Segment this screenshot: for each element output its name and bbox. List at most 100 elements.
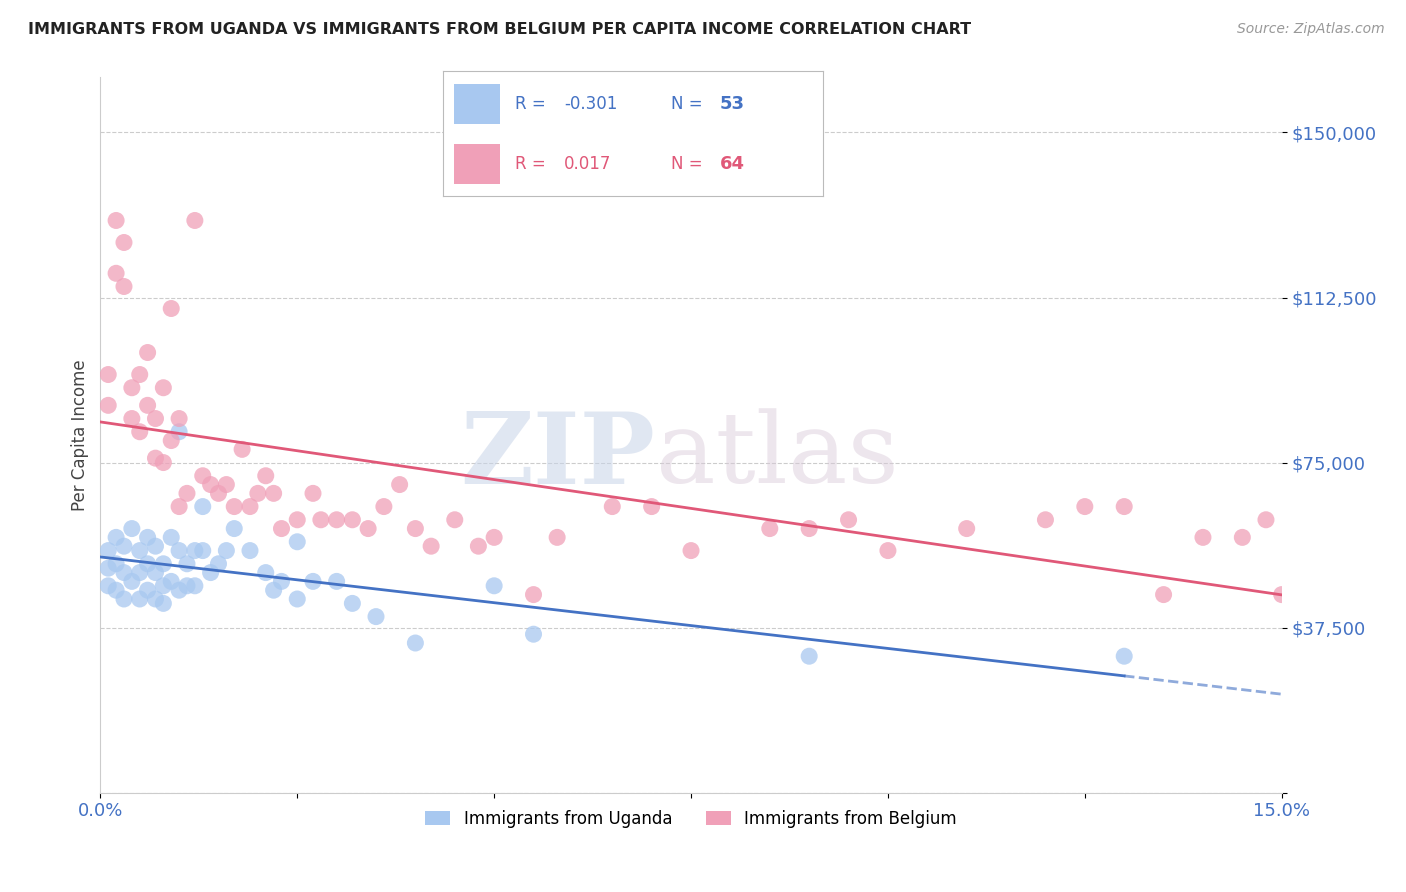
Point bbox=[191, 500, 214, 514]
Point bbox=[184, 543, 207, 558]
Point bbox=[105, 530, 128, 544]
Bar bbox=[454, 144, 501, 184]
Text: R =: R = bbox=[515, 155, 546, 173]
Text: 53: 53 bbox=[720, 95, 745, 112]
Point bbox=[215, 543, 238, 558]
Point bbox=[136, 398, 159, 412]
Point bbox=[270, 574, 292, 589]
Point bbox=[152, 579, 174, 593]
Point bbox=[191, 543, 214, 558]
Point bbox=[373, 500, 395, 514]
Point bbox=[877, 543, 900, 558]
Point bbox=[160, 574, 183, 589]
Point bbox=[128, 368, 150, 382]
Point bbox=[285, 534, 308, 549]
Point bbox=[443, 513, 465, 527]
Point bbox=[285, 513, 308, 527]
Point bbox=[404, 522, 426, 536]
Point bbox=[357, 522, 380, 536]
Text: N =: N = bbox=[671, 95, 702, 112]
Point bbox=[482, 579, 505, 593]
Point bbox=[184, 579, 207, 593]
Point bbox=[121, 522, 143, 536]
Point bbox=[152, 596, 174, 610]
Point bbox=[112, 566, 135, 580]
Point bbox=[224, 522, 246, 536]
Text: ZIP: ZIP bbox=[461, 408, 655, 505]
Point bbox=[105, 266, 128, 280]
Point bbox=[97, 561, 120, 575]
Point bbox=[522, 627, 544, 641]
Y-axis label: Per Capita Income: Per Capita Income bbox=[72, 359, 89, 511]
Point bbox=[956, 522, 979, 536]
Point bbox=[364, 609, 387, 624]
Bar bbox=[454, 84, 501, 124]
Point bbox=[167, 583, 190, 598]
Point bbox=[302, 574, 325, 589]
Point bbox=[121, 574, 143, 589]
Point bbox=[128, 425, 150, 439]
Text: -0.301: -0.301 bbox=[564, 95, 617, 112]
Point bbox=[105, 213, 128, 227]
Point bbox=[136, 530, 159, 544]
Point bbox=[176, 557, 198, 571]
Point bbox=[167, 411, 190, 425]
Point bbox=[136, 557, 159, 571]
Point bbox=[145, 592, 167, 607]
Point bbox=[388, 477, 411, 491]
Point bbox=[121, 381, 143, 395]
Point bbox=[231, 442, 253, 457]
Point bbox=[467, 539, 489, 553]
Point bbox=[152, 456, 174, 470]
Point bbox=[184, 213, 207, 227]
Point bbox=[799, 522, 821, 536]
Point bbox=[600, 500, 623, 514]
Point bbox=[145, 411, 167, 425]
Point bbox=[1271, 588, 1294, 602]
Point bbox=[254, 566, 277, 580]
Point bbox=[112, 539, 135, 553]
Point bbox=[285, 592, 308, 607]
Point bbox=[404, 636, 426, 650]
Point bbox=[136, 345, 159, 359]
Point bbox=[167, 500, 190, 514]
Point bbox=[167, 425, 190, 439]
Point bbox=[239, 500, 262, 514]
Point bbox=[1114, 500, 1136, 514]
Point bbox=[160, 530, 183, 544]
Point bbox=[207, 557, 229, 571]
Point bbox=[420, 539, 443, 553]
Point bbox=[105, 583, 128, 598]
Point bbox=[112, 592, 135, 607]
Point bbox=[325, 513, 347, 527]
Point bbox=[160, 301, 183, 316]
Point bbox=[136, 583, 159, 598]
Point bbox=[191, 468, 214, 483]
Point bbox=[97, 368, 120, 382]
Point bbox=[263, 583, 285, 598]
Point bbox=[1114, 649, 1136, 664]
Point bbox=[97, 398, 120, 412]
Point bbox=[482, 530, 505, 544]
Point bbox=[302, 486, 325, 500]
Point bbox=[145, 451, 167, 466]
Point bbox=[167, 543, 190, 558]
Point bbox=[759, 522, 782, 536]
Point bbox=[215, 477, 238, 491]
Point bbox=[342, 596, 364, 610]
Point bbox=[1035, 513, 1057, 527]
Legend: Immigrants from Uganda, Immigrants from Belgium: Immigrants from Uganda, Immigrants from … bbox=[419, 803, 963, 834]
Point bbox=[160, 434, 183, 448]
Point bbox=[799, 649, 821, 664]
Point bbox=[309, 513, 332, 527]
Point bbox=[679, 543, 702, 558]
Point bbox=[152, 381, 174, 395]
Point bbox=[254, 468, 277, 483]
Point bbox=[97, 543, 120, 558]
Point bbox=[128, 566, 150, 580]
Text: 64: 64 bbox=[720, 155, 745, 173]
Point bbox=[522, 588, 544, 602]
Point bbox=[145, 539, 167, 553]
Point bbox=[239, 543, 262, 558]
Point bbox=[546, 530, 568, 544]
